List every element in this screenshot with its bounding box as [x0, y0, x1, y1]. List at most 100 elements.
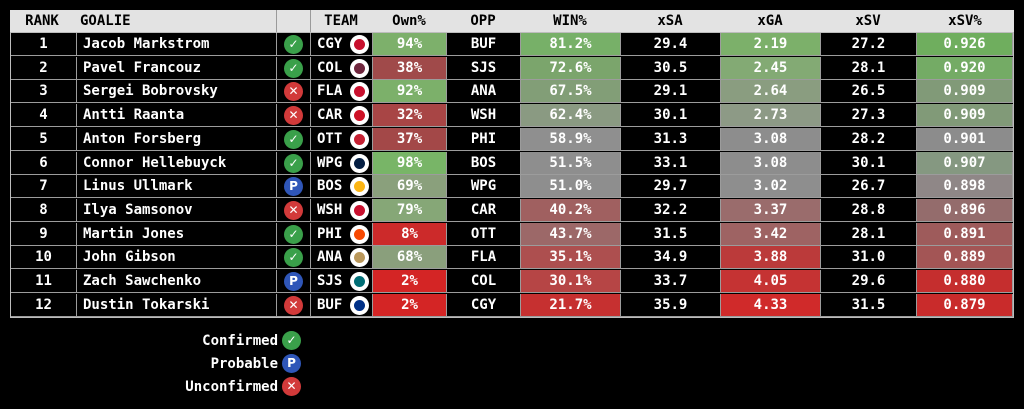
- own-pct-cell: 98%: [373, 151, 447, 175]
- table-row: 12 Dustin Tokarski ✕ BUF 2% CGY 21.7% 35.9 4.33 3…: [11, 293, 1013, 317]
- opponent-cell: CGY: [447, 293, 521, 317]
- goalie-name: Zach Sawchenko: [77, 270, 277, 293]
- table-row: 9 Martin Jones ✓ PHI 8% OTT 43.7% 31.5 3.42 28.1 0…: [11, 222, 1013, 246]
- own-pct-cell: 37%: [373, 127, 447, 151]
- xga-cell: 4.33: [721, 293, 821, 317]
- legend-item-probable: Probable P: [150, 353, 310, 375]
- xsa-cell: 35.9: [621, 293, 721, 317]
- xsv-pct-cell: 0.926: [917, 33, 1013, 56]
- goalie-name: Connor Hellebuyck: [77, 151, 277, 175]
- team-abbr: SJS: [317, 273, 343, 289]
- table-row: 2 Pavel Francouz ✓ COL 38% SJS 72.6% 30.5 2.45 28…: [11, 56, 1013, 80]
- xsv-pct-cell: 0.901: [917, 127, 1013, 151]
- confirmed-status-icon: ✓: [282, 331, 301, 350]
- xga-cell: 4.05: [721, 270, 821, 293]
- xsa-cell: 30.1: [621, 104, 721, 128]
- status-cell: ✕: [277, 198, 311, 222]
- own-pct-cell: 92%: [373, 80, 447, 104]
- probable-status-icon: P: [284, 272, 303, 291]
- win-pct-cell: 21.7%: [521, 293, 621, 317]
- status-cell: ✕: [277, 80, 311, 104]
- xsv-pct-cell: 0.889: [917, 246, 1013, 270]
- team-cell: SJS: [311, 270, 373, 293]
- win-pct-cell: 62.4%: [521, 104, 621, 128]
- goalie-name: Antti Raanta: [77, 104, 277, 128]
- status-cell: ✓: [277, 33, 311, 56]
- goalie-name: Ilya Samsonov: [77, 198, 277, 222]
- rank-cell: 11: [11, 270, 77, 293]
- team-cell: ANA: [311, 246, 373, 270]
- own-pct-cell: 68%: [373, 246, 447, 270]
- goalie-name: Sergei Bobrovsky: [77, 80, 277, 104]
- win-pct-cell: 72.6%: [521, 56, 621, 80]
- header-rank: RANK: [25, 13, 59, 29]
- rank-cell: 2: [11, 56, 77, 80]
- xga-cell: 2.45: [721, 56, 821, 80]
- xsv-cell: 26.7: [821, 175, 917, 199]
- rank-cell: 12: [11, 293, 77, 317]
- xsa-cell: 29.4: [621, 33, 721, 56]
- opponent-cell: OTT: [447, 222, 521, 246]
- status-cell: ✓: [277, 246, 311, 270]
- opponent-cell: BOS: [447, 151, 521, 175]
- goalie-name: Anton Forsberg: [77, 127, 277, 151]
- status-cell: P: [277, 270, 311, 293]
- opponent-cell: CAR: [447, 198, 521, 222]
- team-cell: BUF: [311, 293, 373, 317]
- opponent-cell: COL: [447, 270, 521, 293]
- team-logo-icon: [350, 82, 369, 102]
- table-row: 6 Connor Hellebuyck ✓ WPG 98% BOS 51.5% 33.1 3.0…: [11, 151, 1013, 175]
- status-cell: ✓: [277, 151, 311, 175]
- own-pct-cell: 69%: [373, 175, 447, 199]
- xsa-cell: 34.9: [621, 246, 721, 270]
- win-pct-cell: 30.1%: [521, 270, 621, 293]
- win-pct-cell: 35.1%: [521, 246, 621, 270]
- xsa-cell: 33.7: [621, 270, 721, 293]
- win-pct-cell: 58.9%: [521, 127, 621, 151]
- confirmed-status-icon: ✓: [284, 35, 303, 54]
- xga-cell: 2.19: [721, 33, 821, 56]
- confirmed-status-icon: ✓: [284, 153, 303, 173]
- opponent-cell: WPG: [447, 175, 521, 199]
- xsa-cell: 30.5: [621, 56, 721, 80]
- goalie-name: Linus Ullmark: [77, 175, 277, 199]
- header-status: [276, 10, 310, 32]
- rank-cell: 1: [11, 33, 77, 56]
- opponent-cell: WSH: [447, 104, 521, 128]
- probable-status-icon: P: [284, 177, 303, 197]
- team-logo-icon: [350, 272, 369, 291]
- xga-cell: 2.73: [721, 104, 821, 128]
- team-abbr: BUF: [317, 296, 343, 313]
- team-abbr: WPG: [317, 154, 343, 171]
- team-abbr: FLA: [317, 83, 343, 100]
- table-row: 10 John Gibson ✓ ANA 68% FLA 35.1% 34.9 3.88 31.0…: [11, 246, 1013, 270]
- team-cell: CAR: [311, 104, 373, 128]
- header-own: Own%: [392, 13, 426, 29]
- opponent-cell: SJS: [447, 56, 521, 80]
- header-opp: OPP: [470, 13, 496, 29]
- unconfirmed-status-icon: ✕: [284, 200, 303, 220]
- team-cell: PHI: [311, 222, 373, 246]
- team-logo-icon: [350, 58, 369, 78]
- status-cell: ✓: [277, 127, 311, 151]
- own-pct-cell: 2%: [373, 293, 447, 317]
- win-pct-cell: 51.0%: [521, 175, 621, 199]
- unconfirmed-status-icon: ✕: [284, 82, 303, 102]
- win-pct-cell: 81.2%: [521, 33, 621, 56]
- xga-cell: 3.02: [721, 175, 821, 199]
- team-logo-icon: [350, 248, 369, 268]
- win-pct-cell: 40.2%: [521, 198, 621, 222]
- unconfirmed-status-icon: ✕: [282, 377, 301, 396]
- xga-cell: 2.64: [721, 80, 821, 104]
- team-logo-icon: [350, 295, 369, 315]
- team-abbr: ANA: [317, 249, 343, 266]
- table-row: 5 Anton Forsberg ✓ OTT 37% PHI 58.9% 31.3 3.08 28…: [11, 127, 1013, 151]
- team-abbr: BOS: [317, 178, 343, 195]
- status-cell: ✕: [277, 104, 311, 128]
- rank-cell: 8: [11, 198, 77, 222]
- team-cell: CGY: [311, 33, 373, 56]
- xsv-cell: 31.5: [821, 293, 917, 317]
- table-row: 1 Jacob Markstrom ✓ CGY 94% BUF 81.2% 29.4 2.19 2…: [11, 33, 1013, 56]
- win-pct-cell: 51.5%: [521, 151, 621, 175]
- goalie-name: Jacob Markstrom: [77, 33, 277, 56]
